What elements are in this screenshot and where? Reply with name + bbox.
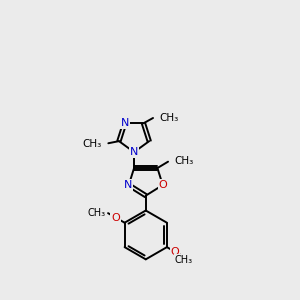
Text: O: O xyxy=(171,247,179,257)
Text: N: N xyxy=(121,118,129,128)
Text: O: O xyxy=(111,213,120,223)
Text: CH₃: CH₃ xyxy=(174,255,193,265)
Text: N: N xyxy=(130,147,138,157)
Text: CH₃: CH₃ xyxy=(83,139,102,149)
Text: O: O xyxy=(159,180,167,190)
Text: CH₃: CH₃ xyxy=(88,208,106,218)
Text: CH₃: CH₃ xyxy=(159,112,178,123)
Text: N: N xyxy=(124,180,133,190)
Text: CH₃: CH₃ xyxy=(174,156,193,166)
